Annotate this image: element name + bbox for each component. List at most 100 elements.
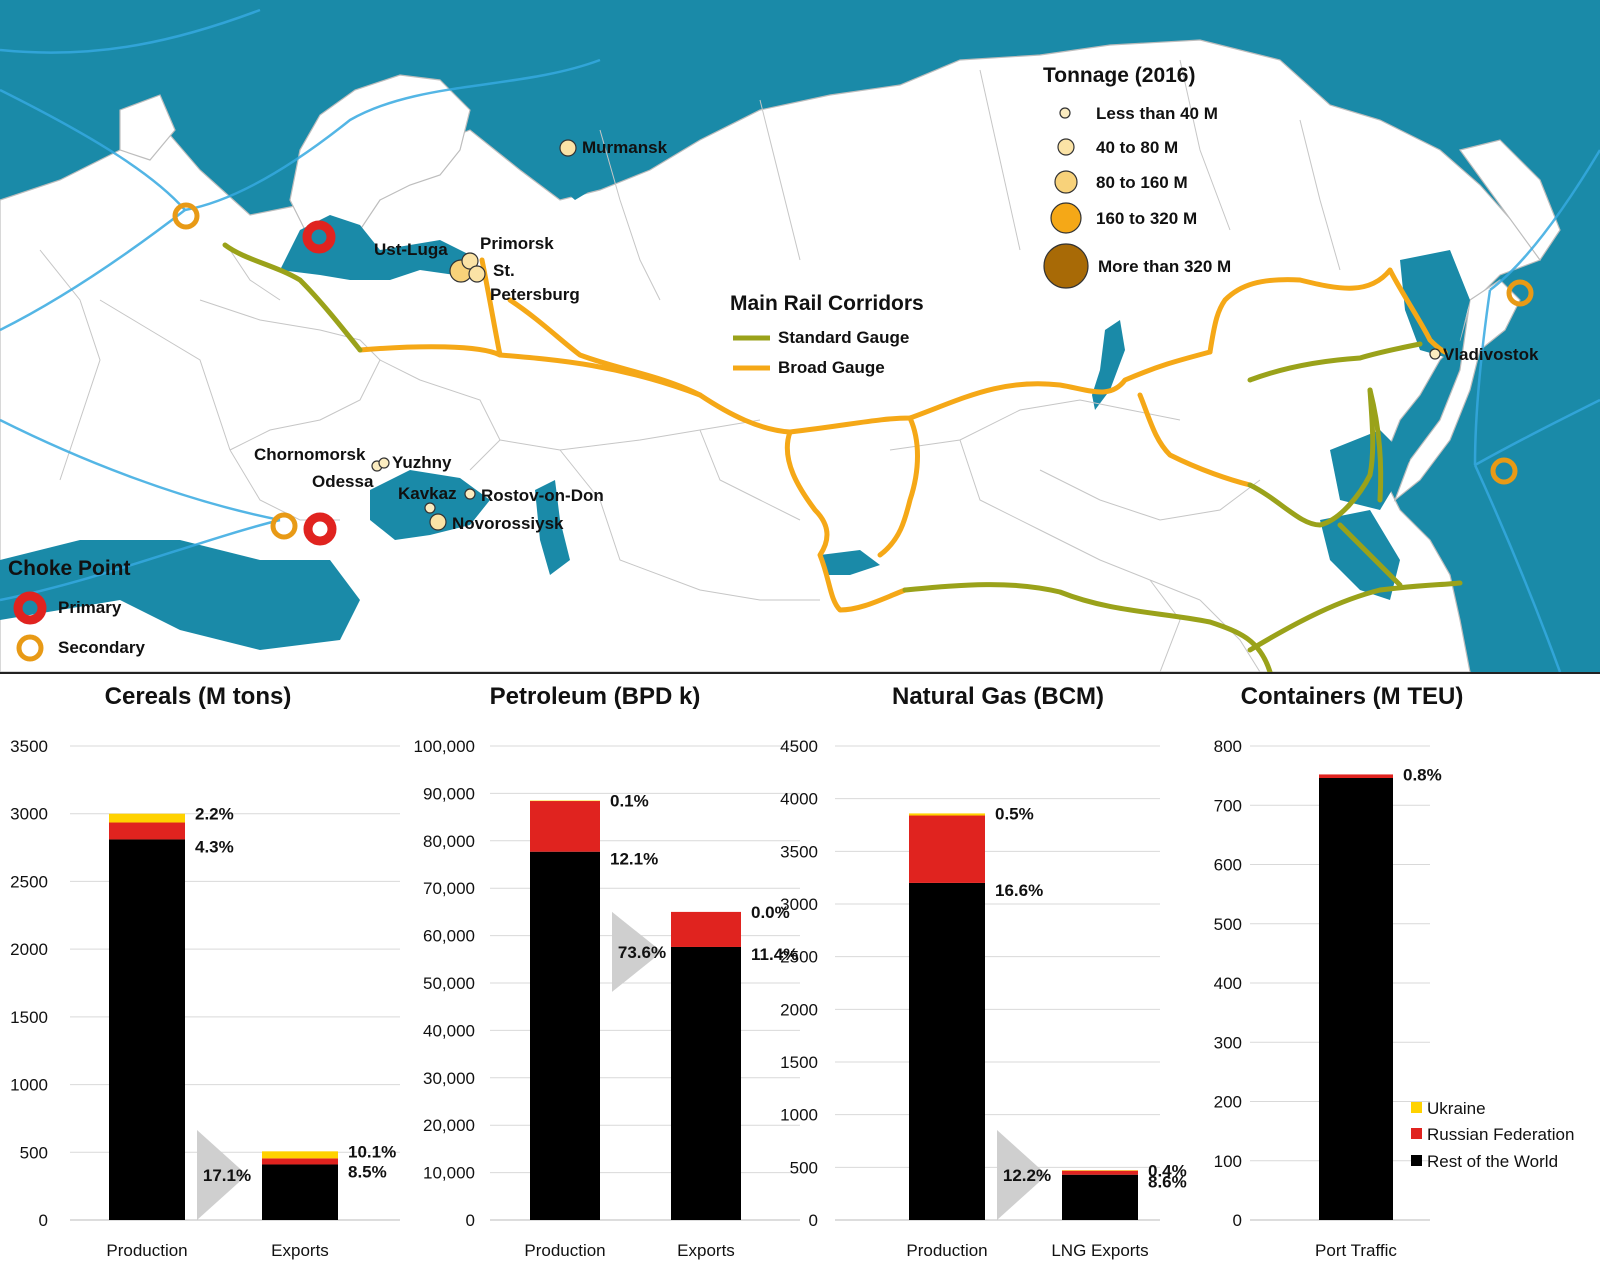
ratio-arrow [197, 1130, 247, 1220]
x-category-label: Production [106, 1241, 187, 1260]
port-label-kavkaz: Kavkaz [398, 484, 457, 503]
uk-isle [119, 94, 176, 161]
bar-segment-russian-federation [671, 911, 741, 947]
shipping-lane [0, 418, 281, 522]
y-tick-label: 300 [1214, 1033, 1242, 1052]
shipping-lane [1473, 289, 1492, 466]
ratio-label: 17.1% [203, 1166, 251, 1185]
standard-gauge-line [1247, 387, 1376, 528]
legend-swatch-russian-federation [1411, 1128, 1422, 1139]
port-label-petersburg: Petersburg [490, 285, 580, 304]
shipping-lanes [0, 8, 1600, 672]
chart-title: Cereals (M tons) [105, 683, 292, 710]
legend-swatch-rest-of-the-world [1411, 1155, 1422, 1166]
tonnage-legend-swatches [1043, 107, 1089, 289]
choke-point-primary [303, 512, 337, 546]
y-tick-label: 500 [1214, 915, 1242, 934]
bar-segment-russian-federation [909, 815, 985, 883]
y-tick-label: 0 [466, 1211, 475, 1230]
y-tick-label: 800 [1214, 737, 1242, 756]
panel-divider [0, 672, 1600, 674]
x-category-label: Exports [677, 1241, 735, 1260]
y-tick-label: 3500 [780, 842, 818, 861]
tonnage-legend-item: 160 to 320 M [1096, 209, 1198, 228]
share-label: 8.6% [1148, 1173, 1187, 1192]
chart-title: Petroleum (BPD k) [490, 683, 701, 710]
mediterranean [0, 540, 360, 650]
share-label: 8.5% [348, 1162, 387, 1181]
y-tick-label: 0 [1233, 1211, 1242, 1230]
share-label: 16.6% [995, 881, 1043, 900]
share-label: 0.8% [1403, 765, 1442, 784]
y-tick-label: 2000 [10, 940, 48, 959]
standard-gauge-line [1337, 522, 1403, 588]
port-label-vladivostok: Vladivostok [1443, 345, 1539, 364]
charts-panel: Cereals (M tons)050010001500200025003000… [10, 683, 1574, 1260]
bar-segment-rest-of-the-world [1319, 777, 1393, 1220]
white-sea [540, 160, 600, 200]
tonnage-swatch-gt320 [1043, 243, 1089, 289]
share-label: 0.4% [1148, 1161, 1187, 1180]
y-tick-label: 600 [1214, 856, 1242, 875]
japan-islands [1393, 279, 1521, 502]
y-tick-label: 80,000 [423, 832, 475, 851]
port-marker-vladivostok [1429, 348, 1441, 360]
shipping-lane [0, 88, 186, 211]
bar-segment-rest-of-the-world [909, 882, 985, 1220]
port-marker-novorossiysk [429, 513, 447, 531]
standard-gauge-rail [222, 242, 1463, 672]
y-tick-label: 1500 [10, 1008, 48, 1027]
bar-segment-ukraine [109, 813, 185, 823]
caspian-sea [535, 480, 570, 575]
bar-segment-russian-federation [530, 800, 600, 852]
shipping-lane [0, 8, 261, 54]
y-tick-label: 4000 [780, 790, 818, 809]
port-markers [371, 139, 1441, 531]
choke-point-secondary [1490, 457, 1518, 485]
y-tick-label: 500 [790, 1158, 818, 1177]
broad-gauge-line [1137, 392, 1253, 488]
map-svg [0, 8, 1600, 672]
ratio-arrow [612, 911, 662, 992]
shipping-lane [0, 518, 281, 602]
port-marker-primorsk [461, 252, 479, 270]
ratio-arrow [997, 1130, 1047, 1220]
bar-segment-rest-of-the-world [530, 851, 600, 1220]
bar-segment-russian-federation [1319, 774, 1393, 778]
y-tick-label: 1000 [10, 1076, 48, 1095]
bar-segment-ukraine [262, 1151, 338, 1159]
y-tick-label: 70,000 [423, 879, 475, 898]
y-tick-label: 2500 [10, 872, 48, 891]
tonnage-legend-item: Less than 40 M [1096, 104, 1218, 123]
y-tick-label: 4500 [780, 737, 818, 756]
bar-segment-russian-federation [109, 822, 185, 840]
bar-segment-rest-of-the-world [262, 1164, 338, 1220]
y-tick-label: 0 [39, 1211, 48, 1230]
bar-segment-rest-of-the-world [671, 946, 741, 1220]
choke-legend-item: Primary [58, 598, 122, 617]
y-tick-label: 2000 [780, 1000, 818, 1019]
y-tick-label: 20,000 [423, 1116, 475, 1135]
port-label-yuzhny: Yuzhny [392, 453, 452, 472]
y-tick-label: 0 [809, 1211, 818, 1230]
share-label: 4.3% [195, 837, 234, 856]
standard-gauge-line [222, 242, 363, 353]
lake-balkhash [820, 550, 880, 575]
y-tick-label: 700 [1214, 796, 1242, 815]
y-tick-label: 1500 [780, 1053, 818, 1072]
shipping-lane [0, 209, 186, 332]
x-category-label: Exports [271, 1241, 329, 1260]
legend-label: Rest of the World [1427, 1152, 1558, 1171]
port-label-murmansk: Murmansk [582, 138, 668, 157]
inner-seas [0, 160, 1470, 650]
share-label: 2.2% [195, 805, 234, 824]
primary-choke-swatch [13, 591, 47, 625]
shipping-lane [1474, 398, 1600, 467]
bar-segment-russian-federation [262, 1158, 338, 1165]
choke-point-primary [302, 220, 336, 254]
y-tick-label: 2500 [780, 948, 818, 967]
bar-segment-ukraine [1062, 1170, 1138, 1171]
share-label: 11.4% [751, 945, 798, 964]
x-category-label: LNG Exports [1051, 1241, 1148, 1260]
port-label-rostov: Rostov-on-Don [481, 486, 604, 505]
